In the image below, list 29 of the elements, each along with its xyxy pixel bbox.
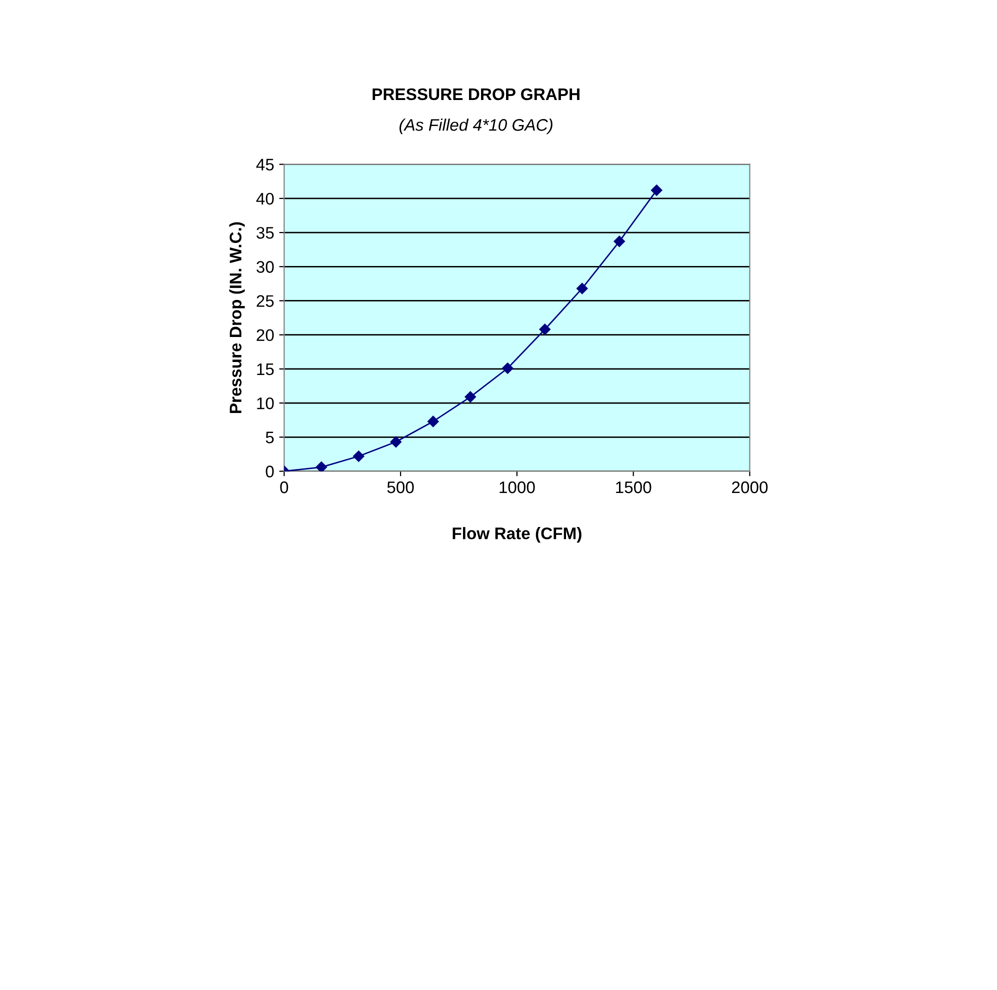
x-tick-label: 1500 <box>616 481 652 494</box>
y-tick-label: 15 <box>257 364 274 376</box>
y-axis-title: Pressure Drop (IN. W.C.) <box>229 222 245 413</box>
y-tick-label: 30 <box>256 261 274 273</box>
x-tick-label: 2000 <box>732 481 768 494</box>
point <box>502 362 514 374</box>
y-tick-label: 25 <box>256 295 274 307</box>
y-tick-label: 45 <box>256 158 274 171</box>
y-tick-label: 35 <box>256 226 274 239</box>
y-tick-label: 20 <box>256 329 274 342</box>
point <box>390 436 402 448</box>
chart-subtitle: (As Filled 4*10 GAC) <box>400 118 552 134</box>
point <box>576 282 588 294</box>
point <box>614 236 625 248</box>
chart-title: PRESSURE DROP GRAPH <box>372 88 580 100</box>
point <box>539 324 550 335</box>
x-tick-label: 500 <box>387 481 414 494</box>
x-tick-label: 0 <box>280 481 288 494</box>
point <box>353 450 364 462</box>
point <box>464 391 476 403</box>
x-tick-label: 1000 <box>500 481 535 494</box>
point <box>316 462 327 472</box>
point <box>428 416 439 428</box>
y-tick-label: 0 <box>266 466 274 478</box>
point <box>651 184 662 196</box>
y-tick-label: 40 <box>256 192 274 205</box>
y-tick-label: 10 <box>257 397 274 410</box>
x-axis-title: Flow Rate (CFM) <box>452 527 582 543</box>
y-tick-label: 5 <box>266 432 274 444</box>
